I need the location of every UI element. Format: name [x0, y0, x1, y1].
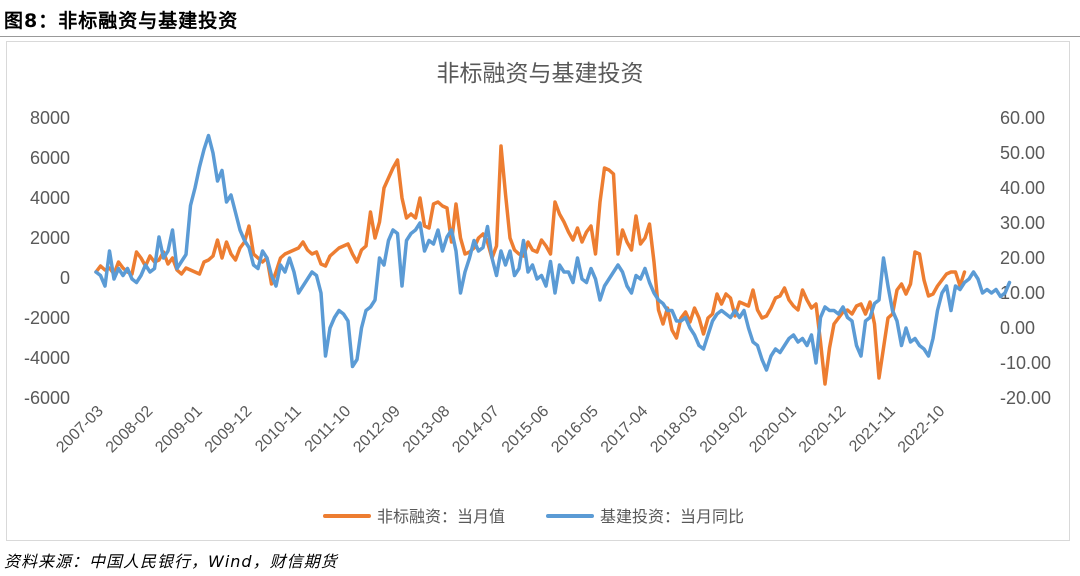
left-tick-label: 2000	[30, 228, 70, 248]
chart-frame	[6, 41, 1070, 541]
x-tick-label: 2010-11	[252, 403, 305, 456]
x-tick-label: 2013-08	[400, 403, 454, 457]
x-tick-label: 2008-02	[103, 403, 157, 457]
x-tick-label: 2007-03	[53, 403, 107, 457]
left-tick-label: -2000	[24, 308, 70, 328]
left-axis: -6000 -4000 -2000 0 2000 4000 6000 8000	[24, 108, 70, 408]
x-tick-label: 2012-09	[350, 403, 404, 457]
right-tick-label: 10.00	[1000, 283, 1045, 303]
right-tick-label: -10.00	[1000, 353, 1051, 373]
left-tick-label: 8000	[30, 108, 70, 128]
right-tick-label: 60.00	[1000, 108, 1045, 128]
series-layer	[94, 133, 1012, 386]
x-tick-label: 2015-06	[499, 403, 553, 457]
legend: 非标融资：当月值 基建投资：当月同比	[323, 507, 744, 526]
x-tick-label: 2018-03	[647, 403, 701, 457]
source-note: 资料来源：中国人民银行，Wind，财信期货	[4, 552, 338, 571]
x-tick-label: 2011-10	[302, 403, 355, 456]
x-tick-label: 2009-01	[152, 403, 206, 457]
x-tick-label: 2020-01	[746, 403, 800, 457]
left-tick-label: 4000	[30, 188, 70, 208]
series-line-infrastructure-investment	[94, 133, 1012, 372]
series-line-nonstandard-financing	[94, 144, 967, 386]
figure-title: 图8：非标融资与基建投资	[4, 10, 239, 32]
x-tick-label: 2021-11	[846, 403, 899, 456]
left-tick-label: -4000	[24, 348, 70, 368]
right-tick-label: 50.00	[1000, 143, 1045, 163]
x-tick-label: 2017-04	[598, 403, 652, 457]
title-rule	[0, 36, 1080, 37]
legend-label: 基建投资：当月同比	[600, 507, 744, 526]
x-tick-label: 2022-10	[895, 403, 949, 457]
right-tick-label: 0.00	[1000, 318, 1035, 338]
right-tick-label: 20.00	[1000, 248, 1045, 268]
right-tick-label: 40.00	[1000, 178, 1045, 198]
x-tick-label: 2014-07	[449, 403, 503, 457]
left-tick-label: 6000	[30, 148, 70, 168]
chart-title: 非标融资与基建投资	[437, 61, 644, 87]
x-tick-label: 2016-05	[548, 403, 602, 457]
x-axis: 2007-032008-022009-012009-122010-112011-…	[53, 403, 948, 457]
x-tick-label: 2019-02	[697, 403, 751, 457]
x-tick-label: 2009-12	[202, 403, 256, 457]
right-axis: -20.00 -10.00 0.00 10.00 20.00 30.00 40.00 50.0…	[1000, 108, 1051, 408]
x-tick-label: 2020-12	[796, 403, 850, 457]
left-tick-label: -6000	[24, 388, 70, 408]
legend-label: 非标融资：当月值	[377, 507, 505, 526]
left-tick-label: 0	[60, 268, 70, 288]
right-tick-label: 30.00	[1000, 213, 1045, 233]
right-tick-label: -20.00	[1000, 388, 1051, 408]
